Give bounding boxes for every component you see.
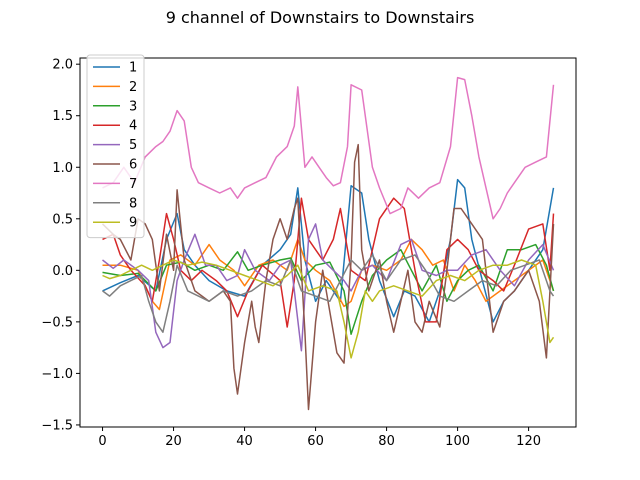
series-line-7 [102,76,555,220]
y-tick-label: −1.5 [41,418,73,433]
y-tick-label: 1.5 [52,109,73,124]
series-line-8 [102,254,555,333]
legend-label-9: 9 [129,216,137,231]
y-tick-label: 0.5 [52,212,73,227]
legend-label-5: 5 [129,138,137,153]
x-tick-label: 60 [307,434,324,449]
x-tick-label: 120 [516,434,541,449]
y-tick-label: −0.5 [41,315,73,330]
x-tick-label: 80 [378,434,395,449]
series-line-9 [102,259,555,359]
chart-title: 9 channel of Downstairs to Downstairs [166,8,475,27]
legend-label-4: 4 [129,119,137,134]
x-tick-label: 0 [98,434,106,449]
x-tick-label: 100 [445,434,470,449]
legend-box [86,54,145,239]
series-line-1 [102,178,555,323]
legend-label-1: 1 [129,61,137,76]
x-tick-label: 40 [236,434,253,449]
legend-label-6: 6 [129,158,137,173]
legend-label-8: 8 [129,196,137,211]
series-line-3 [102,243,555,335]
y-tick-label: 2.0 [52,58,73,73]
y-tick-label: −1.0 [41,367,73,382]
legend: 1 2 3 4 5 6 7 8 9 [86,54,145,239]
y-axis: −1.5 −1.0 −0.5 0.0 0.5 1.0 1.5 2.0 [41,58,80,433]
series-line-5 [102,223,555,352]
y-tick-label: 0.0 [52,264,73,279]
series-line-6 [101,143,555,411]
legend-label-3: 3 [129,99,137,114]
axes-frame [79,57,577,428]
plot-lines [101,76,555,411]
x-axis: 0 20 40 60 80 100 120 [98,427,541,449]
legend-label-7: 7 [129,177,137,192]
legend-label-2: 2 [129,80,137,95]
series-line-4 [102,197,555,328]
x-tick-label: 20 [165,434,182,449]
y-tick-label: 1.0 [52,161,73,176]
